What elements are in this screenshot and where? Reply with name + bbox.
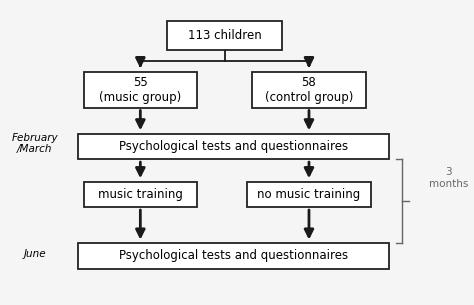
- Text: 55
(music group): 55 (music group): [99, 76, 182, 104]
- Text: June: June: [23, 249, 46, 259]
- FancyBboxPatch shape: [78, 134, 389, 159]
- FancyBboxPatch shape: [252, 72, 365, 108]
- Text: 58
(control group): 58 (control group): [265, 76, 353, 104]
- Text: music training: music training: [98, 188, 183, 201]
- Text: 3
months: 3 months: [429, 167, 468, 189]
- FancyBboxPatch shape: [84, 72, 197, 108]
- FancyBboxPatch shape: [247, 182, 371, 207]
- Text: February
/March: February /March: [11, 133, 58, 154]
- Text: 113 children: 113 children: [188, 29, 262, 42]
- FancyBboxPatch shape: [167, 21, 283, 50]
- FancyBboxPatch shape: [84, 182, 197, 207]
- Text: Psychological tests and questionnaires: Psychological tests and questionnaires: [119, 140, 348, 153]
- FancyBboxPatch shape: [78, 243, 389, 268]
- Text: Psychological tests and questionnaires: Psychological tests and questionnaires: [119, 249, 348, 262]
- Text: no music training: no music training: [257, 188, 361, 201]
